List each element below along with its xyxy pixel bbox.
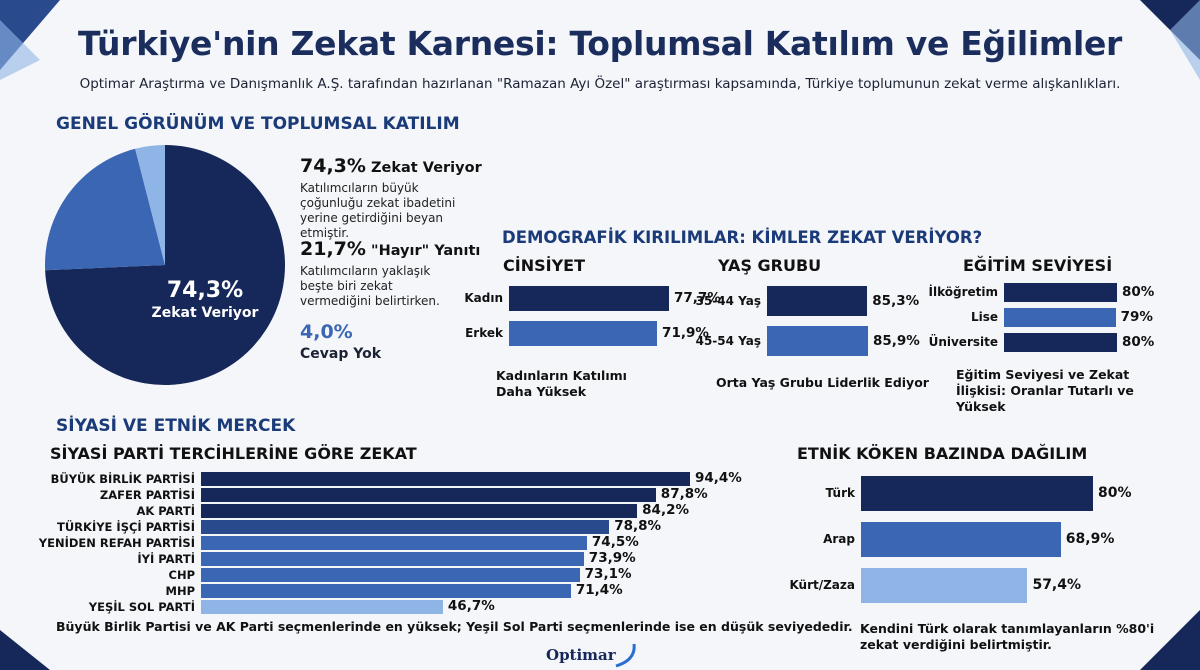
party-category-label: MHP xyxy=(165,583,196,598)
age-value-label: 85,3% xyxy=(872,292,920,309)
education-value-label: 80% xyxy=(1122,284,1155,301)
ethnic-bar xyxy=(861,568,1028,603)
logo-text: Optimar xyxy=(546,646,616,664)
demographics-heading: DEMOGRAFİK KIRILIMLAR: KİMLER ZEKAT VERİ… xyxy=(502,228,983,247)
ethnic-value-label: 57,4% xyxy=(1032,576,1082,593)
party-category-label: İYİ PARTİ xyxy=(137,551,195,566)
pie-center-value: 74,3% xyxy=(166,278,244,303)
education-note: Eğitim Seviyesi ve Zekat İlişkisi: Oranl… xyxy=(956,367,1134,414)
ethnic-bar xyxy=(861,522,1061,557)
party-value-label: 74,5% xyxy=(591,534,639,551)
pie-center-label: Zekat Veriyor xyxy=(151,305,259,321)
party-category-label: ZAFER PARTİSİ xyxy=(99,487,195,502)
education-value-label: 80% xyxy=(1122,334,1155,351)
ethnic-note: Kendini Türk olarak tanımlayanların %80'… xyxy=(860,621,1155,652)
education-title: EĞİTİM SEVİYESİ xyxy=(963,256,1113,275)
party-bar xyxy=(201,568,580,582)
pie-slice-1 xyxy=(45,145,286,385)
age-value-label: 85,9% xyxy=(873,332,920,349)
overview-heading: GENEL GÖRÜNÜM VE TOPLUMSAL KATILIM xyxy=(56,114,460,134)
education-value-label: 79% xyxy=(1120,309,1153,326)
party-value-label: 71,4% xyxy=(575,582,623,599)
education-category-label: Üniversite xyxy=(928,335,998,349)
corner-decoration-bottom-left xyxy=(0,630,50,670)
age-bar xyxy=(767,326,868,356)
ethnic-value-label: 68,9% xyxy=(1065,530,1115,547)
political-note: Büyük Birlik Partisi ve AK Parti seçmenl… xyxy=(56,619,853,634)
pie-center-label-group: 74,3% Zekat Veriyor xyxy=(130,278,280,321)
party-bar xyxy=(201,552,584,566)
party-bar xyxy=(201,504,638,518)
party-value-label: 87,8% xyxy=(660,486,708,503)
age-note: Orta Yaş Grubu Liderlik Ediyor xyxy=(716,375,929,390)
page-title: Türkiye'nin Zekat Karnesi: Toplumsal Kat… xyxy=(77,24,1123,63)
party-bar xyxy=(201,520,610,534)
education-category-label: İlköğretim xyxy=(928,285,998,299)
age-title: YAŞ GRUBU xyxy=(718,256,822,275)
corner-decoration-top-right xyxy=(1140,0,1200,80)
stat2-description: Katılımcıların yaklaşık beşte biri zekat… xyxy=(300,264,440,308)
logo-swoosh-icon xyxy=(615,643,636,668)
stat1-description: Katılımcıların büyük çoğunluğu zekat iba… xyxy=(300,181,456,240)
gender-category-label: Kadın xyxy=(464,291,503,305)
party-value-label: 94,4% xyxy=(695,470,742,487)
age-category-label: 35-44 Yaş xyxy=(695,293,761,308)
gender-category-label: Erkek xyxy=(465,326,503,340)
stat3-label: Cevap Yok xyxy=(300,346,382,362)
ethnic-value-label: 80% xyxy=(1098,484,1132,501)
party-category-label: CHP xyxy=(168,567,196,582)
party-value-label: 84,2% xyxy=(642,502,689,519)
ethnic-bar xyxy=(861,476,1093,511)
education-bar xyxy=(1004,308,1116,327)
party-value-label: 78,8% xyxy=(614,518,662,535)
party-category-label: BÜYÜK BİRLİK PARTİSİ xyxy=(50,471,195,486)
stat1-label: Zekat Veriyor xyxy=(371,160,482,176)
optimar-logo: Optimar xyxy=(530,642,670,668)
pie-chart xyxy=(45,145,286,385)
ethnic-category-label: Türk xyxy=(825,486,855,500)
party-category-label: YENİDEN REFAH PARTİSİ xyxy=(38,535,195,550)
party-bar xyxy=(201,584,571,598)
age-bar xyxy=(767,286,868,316)
stat3-value: 4,0% xyxy=(300,321,353,343)
pie-slice-2 xyxy=(45,148,165,271)
party-value-label: 46,7% xyxy=(447,598,495,615)
party-category-label: YEŞİL SOL PARTİ xyxy=(88,599,195,614)
party-category-label: AK PARTİ xyxy=(136,503,195,518)
corner-decoration-top-left xyxy=(0,0,60,80)
page-subtitle: Optimar Araştırma ve Danışmanlık A.Ş. ta… xyxy=(79,76,1121,92)
stat1-value: 74,3% xyxy=(300,155,366,177)
party-bar xyxy=(201,536,587,550)
pie-slice-3 xyxy=(135,145,165,265)
party-value-label: 73,9% xyxy=(588,550,636,567)
ethnic-category-label: Arap xyxy=(823,532,855,546)
education-category-label: Lise xyxy=(970,310,998,324)
gender-bar xyxy=(509,286,669,311)
gender-value-label: 77,7% xyxy=(674,290,721,307)
gender-note: Kadınların Katılımı Daha Yüksek xyxy=(496,368,627,399)
party-category-label: TÜRKİYE İŞÇİ PARTİSİ xyxy=(57,519,195,534)
gender-bar xyxy=(509,321,658,346)
stat2-label: "Hayır" Yanıtı xyxy=(371,243,481,259)
corner-decoration-bottom-right xyxy=(1140,610,1200,670)
gender-value-label: 71,9% xyxy=(662,325,709,342)
party-value-label: 73,1% xyxy=(584,566,632,583)
party-bar xyxy=(201,472,690,486)
education-bar xyxy=(1004,333,1117,352)
stat-zekat-veriyor: 74,3% Zekat Veriyor xyxy=(300,155,482,177)
stat-hayir: 21,7% "Hayır" Yanıtı xyxy=(300,238,480,260)
gender-title: CİNSİYET xyxy=(503,256,585,275)
political-ethnic-section-heading: SİYASİ VE ETNİK MERCEK xyxy=(56,416,296,436)
age-category-label: 45-54 Yaş xyxy=(695,333,761,348)
education-bar xyxy=(1004,283,1117,302)
party-bar xyxy=(201,600,443,614)
political-heading: SİYASİ PARTİ TERCİHLERİNE GÖRE ZEKAT xyxy=(50,444,417,463)
ethnic-heading: ETNİK KÖKEN BAZINDA DAĞILIM xyxy=(797,444,1088,463)
party-bar xyxy=(201,488,656,502)
stat2-value: 21,7% xyxy=(300,238,366,260)
ethnic-category-label: Kürt/Zaza xyxy=(789,578,855,592)
